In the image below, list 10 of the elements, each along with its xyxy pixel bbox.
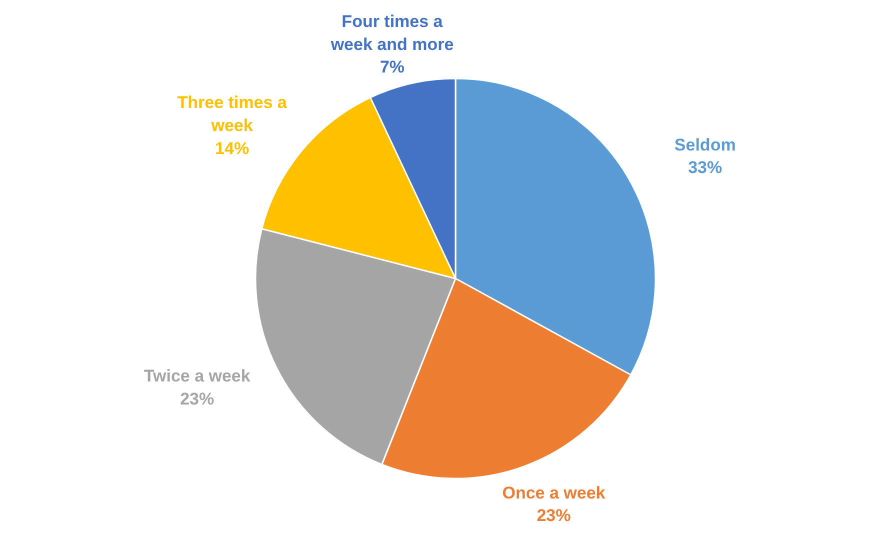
data-label: 14% bbox=[215, 138, 250, 158]
slice-label: Four times a week and more bbox=[330, 12, 454, 54]
slice-label: Once a week bbox=[502, 483, 606, 502]
data-label: 33% bbox=[688, 158, 722, 178]
data-label: 23% bbox=[536, 506, 571, 526]
slice-label: Twice a week bbox=[144, 366, 251, 386]
data-label: 7% bbox=[380, 58, 405, 77]
data-label: 23% bbox=[180, 389, 214, 408]
slice-label: Seldom bbox=[674, 135, 736, 154]
slice-label: Three times a week bbox=[177, 93, 288, 136]
